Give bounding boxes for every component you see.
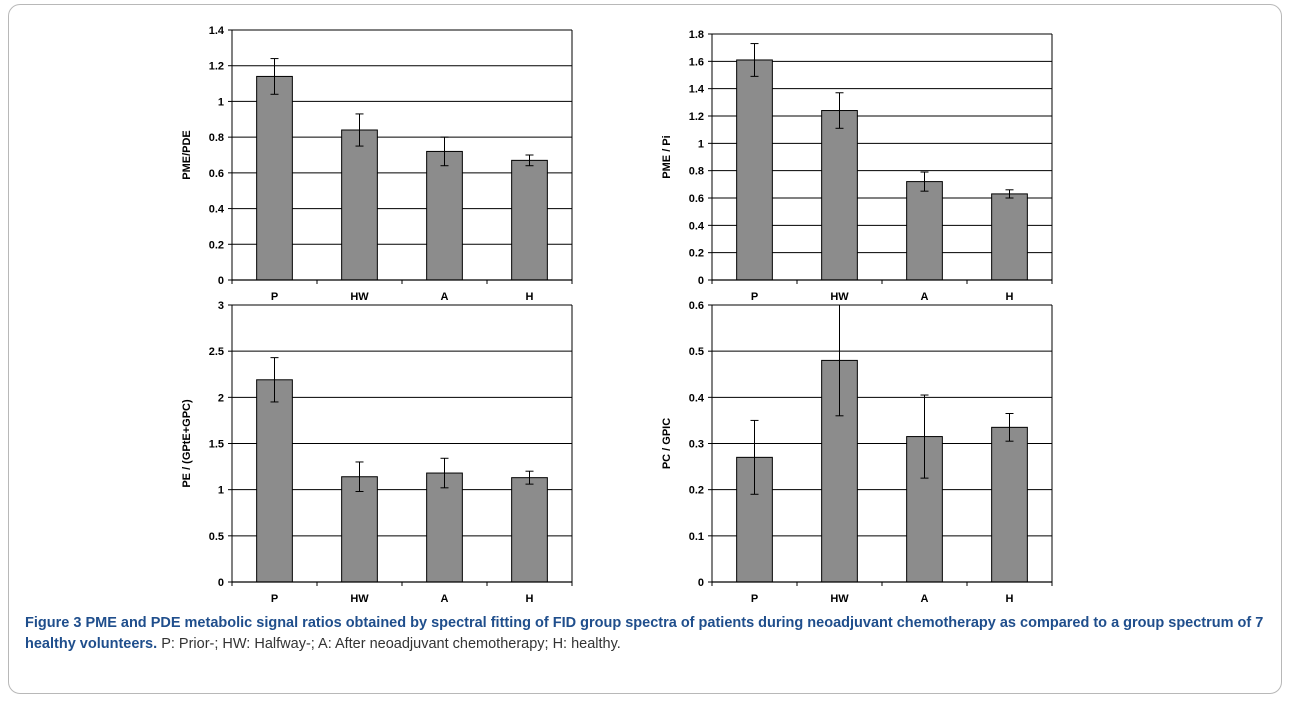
x-tick-label: HW: [830, 593, 849, 605]
bar-chart: 0 0.1 0.2 0.3 0.4 0.5 0.6 P HW A H PC / GPIC: [661, 300, 1053, 605]
y-tick-label: 1: [218, 485, 224, 497]
y-tick-label: 1.6: [689, 56, 704, 68]
y-tick-label: 0.2: [209, 239, 224, 251]
x-tick-label: HW: [350, 291, 369, 303]
bar-a: [426, 150, 463, 281]
y-tick-label: 0.4: [209, 204, 225, 216]
y-axis-label: PME / Pi: [661, 135, 673, 178]
y-tick-label: 0.5: [689, 346, 704, 358]
x-tick-label: H: [526, 291, 534, 303]
figure-frame: [8, 4, 1282, 694]
y-tick-label: 0: [698, 577, 704, 589]
y-tick-label: 1.4: [209, 25, 225, 37]
y-tick-label: 0.6: [689, 193, 704, 205]
x-tick-label: H: [1006, 291, 1014, 303]
x-tick-label: HW: [350, 593, 369, 605]
bar-p: [256, 75, 293, 281]
y-tick-label: 1.2: [209, 61, 224, 73]
chart-panel-pme-pi: 0 0.2 0.4 0.6 0.8 1 1.2 1.4 1.6 1.8 P HW A H PME / Pi: [640, 20, 1060, 303]
y-tick-label: 1: [218, 96, 224, 108]
caption-label: PME and PDE metabolic signal ratios obta…: [25, 615, 1264, 652]
y-tick-label: 0: [218, 577, 224, 589]
bar-chart: 0 0.2 0.4 0.6 0.8 1 1.2 1.4 P HW A H PME/PDE: [181, 25, 573, 303]
y-tick-label: 0: [218, 275, 224, 287]
y-tick-label: 0.5: [209, 531, 224, 543]
x-tick-label: P: [751, 291, 758, 303]
x-tick-label: P: [271, 593, 278, 605]
y-tick-label: 0.4: [689, 392, 705, 404]
bar-h: [511, 159, 548, 281]
bar-h: [511, 477, 548, 583]
y-axis-label: PC / GPIC: [661, 418, 673, 469]
y-axis-label: PME/PDE: [181, 130, 193, 180]
x-tick-label: A: [441, 593, 449, 605]
x-tick-label: A: [921, 593, 929, 605]
bar-hw: [821, 110, 858, 281]
x-tick-label: P: [751, 593, 758, 605]
x-tick-label: H: [1006, 593, 1014, 605]
x-tick-label: A: [921, 291, 929, 303]
y-tick-label: 1.4: [689, 84, 705, 96]
y-tick-label: 3: [218, 300, 224, 312]
bar-chart: 0 0.5 1 1.5 2 2.5 3 P HW A H PE / (GPtE+GPC): [181, 300, 573, 605]
y-tick-label: 0.8: [209, 132, 224, 144]
y-tick-label: 0.1: [689, 531, 704, 543]
y-tick-label: 0.3: [689, 439, 704, 451]
x-tick-label: H: [526, 593, 534, 605]
bar-p: [256, 379, 293, 583]
y-tick-label: 2: [218, 392, 224, 404]
y-tick-label: 0.2: [689, 485, 704, 497]
caption-title: Figure 3: [25, 615, 82, 631]
y-tick-label: 2.5: [209, 346, 224, 358]
bar-chart: 0 0.2 0.4 0.6 0.8 1 1.2 1.4 1.6 1.8 P HW A H PME / Pi: [661, 29, 1053, 303]
bar-a: [906, 181, 943, 281]
chart-panel-pc-gpic: 0 0.1 0.2 0.3 0.4 0.5 0.6 P HW A H PC / GPIC: [640, 300, 1060, 605]
y-tick-label: 0.6: [689, 300, 704, 312]
chart-panel-pe-gpte-gpc: 0 0.5 1 1.5 2 2.5 3 P HW A H PE / (GPtE+GPC): [160, 300, 580, 605]
bar-hw: [341, 476, 378, 583]
y-tick-label: 0.4: [689, 220, 705, 232]
bar-a: [426, 472, 463, 583]
bar-h: [991, 426, 1028, 583]
y-tick-label: 1.5: [209, 439, 224, 451]
y-axis-label: PE / (GPtE+GPC): [181, 399, 193, 488]
figure-caption: Figure 3 PME and PDE metabolic signal ra…: [25, 613, 1270, 655]
y-tick-label: 0.8: [689, 166, 704, 178]
y-tick-label: 1: [698, 138, 704, 150]
bar-p: [736, 59, 773, 281]
y-tick-label: 0.6: [209, 168, 224, 180]
bar-h: [991, 193, 1028, 281]
bar-hw: [341, 129, 378, 281]
x-tick-label: A: [441, 291, 449, 303]
x-tick-label: HW: [830, 291, 849, 303]
y-tick-label: 0.2: [689, 248, 704, 260]
y-tick-label: 1.2: [689, 111, 704, 123]
y-tick-label: 1.8: [689, 29, 704, 41]
caption-description: P: Prior-; HW: Halfway-; A: After neoadj…: [161, 636, 621, 652]
chart-panel-pme-pde: 0 0.2 0.4 0.6 0.8 1 1.2 1.4 P HW A H PME/PDE: [160, 20, 580, 303]
x-tick-label: P: [271, 291, 278, 303]
y-tick-label: 0: [698, 275, 704, 287]
